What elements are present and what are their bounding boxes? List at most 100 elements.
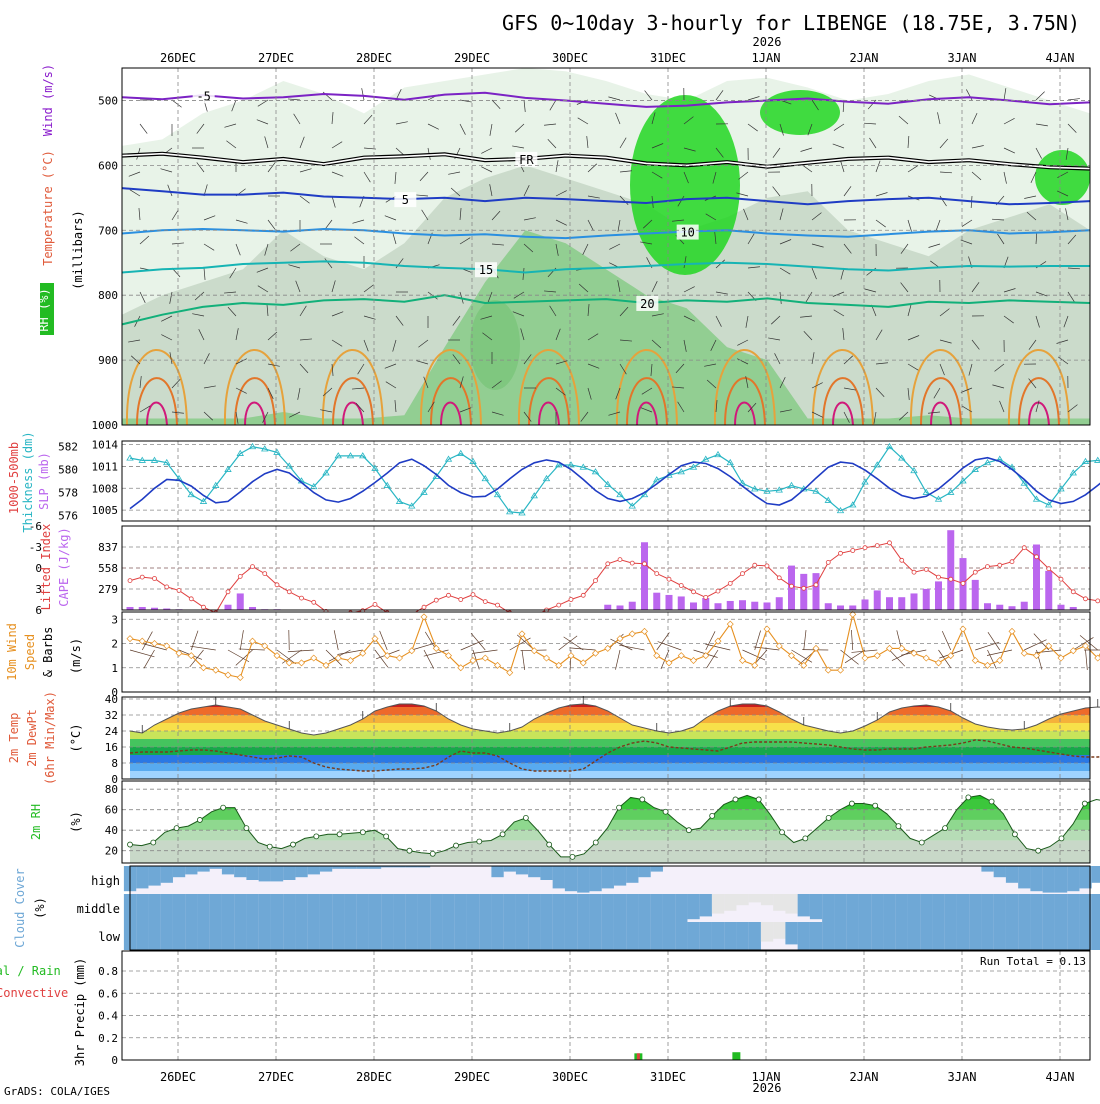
rh-point [128,842,133,847]
cloud-axis-label: Cloud Cover [13,868,27,947]
day-label-bottom: 29DEC [454,1070,490,1084]
cloud-cover-cell [148,922,160,950]
cape-bar [764,602,771,610]
cloud-cover-cell [553,922,565,950]
cloud-cover-cell [810,922,822,950]
cloud-cover-cell [565,894,577,922]
cloud-cover-cell [369,894,381,922]
cloud-cover-cell [1006,866,1018,883]
cape-bar [874,590,881,610]
lifted-index-point [202,605,206,609]
lifted-index-point [802,586,806,590]
cloud-cover-cell [1055,894,1067,922]
cloud-cover-cell [981,866,993,872]
cloud-cover-cell [1018,866,1030,888]
thickness-panel-bg [122,441,1090,521]
precip-total-label: Total / Rain [0,964,61,978]
cloud-cover-cell [773,922,785,939]
rh-point [151,840,156,845]
cloud-cover-cell [1067,866,1079,891]
cloud-cover-cell [945,894,957,922]
thickness-axis-label-2: Thickness (dm) [21,431,35,532]
cloud-cover-cell [687,922,699,950]
day-label-top: 3JAN [948,51,977,65]
cape-bar [837,605,844,610]
cape-bar [984,603,991,610]
lifted-index-point [728,581,732,585]
wind-axis-label: Wind (m/s) [41,64,55,136]
lifted-index-point [900,558,904,562]
cloud-cover-cell [1092,866,1100,883]
cloud-cover-cell [749,922,761,950]
lifted-index-point [581,593,585,597]
lifted-index-point [434,598,438,602]
lifted-index-point [973,570,977,574]
rh-humid-patch [630,95,740,275]
cloud-cover-cell [479,894,491,922]
cloud-cover-cell [638,922,650,950]
cloud-cover-cell [295,894,307,922]
cloud-cover-cell [295,866,307,877]
rh-humid-patch [1035,150,1090,205]
lifted-index-point [1071,590,1075,594]
cloud-cover-cell [945,922,957,950]
lifted-index-point [998,563,1002,567]
cloud-cover-cell [344,922,356,950]
rh-tick: 60 [105,804,118,817]
lifted-index-point [471,593,475,597]
pressure-tick: 600 [98,159,118,172]
rh-point [640,797,645,802]
day-label-top: 26DEC [160,51,196,65]
lifted-index-point [263,572,267,576]
rh-humid-patch [470,300,520,390]
cloud-cover-cell [528,922,540,950]
cloud-cover-cell [430,894,442,922]
rh-point [384,834,389,839]
cloud-cover-cell [406,894,418,922]
cloud-cover-cell [749,894,761,902]
cape-bar [911,593,918,610]
cloud-cover-cell [651,866,663,872]
cloud-cover-cell [908,894,920,922]
cloud-cover-cell [332,894,344,922]
cloud-cover-cell [442,894,454,922]
lifted-index-point [594,579,598,583]
cloud-cover-cell [442,922,454,950]
cloud-cover-cell [516,866,528,874]
cloud-cover-cell [614,922,626,950]
cloud-cover-cell [308,922,320,950]
wind-axis-label: 10m Wind [5,623,19,681]
lifted-index-point [1022,546,1026,550]
cloud-cover-cell [393,922,405,950]
precip-axis-label: 3hr Precip (mm) [73,958,87,1066]
cloud-cover-cell [773,894,785,911]
cloud-cover-cell [271,866,283,881]
cloud-cover-cell [859,894,871,922]
cloud-cover-cell [222,866,234,874]
day-label-top: 2JAN [850,51,879,65]
cloud-cover-cell [136,866,148,888]
cloud-cover-cell [920,894,932,922]
lifted-index-point [606,562,610,566]
cloud-cover-cell [577,866,589,893]
day-label-bottom: 27DEC [258,1070,294,1084]
cloud-cover-cell [638,894,650,922]
cloud-cover-cell [896,894,908,922]
rh-point [360,830,365,835]
cape-bar [653,593,660,610]
temp-contour-label: 5 [402,193,409,207]
temp-contour-label: 10 [680,226,694,240]
cloud-cover-cell [259,866,271,881]
precip-convective-label: Convective [0,986,68,1000]
cloud-cover-cell [565,866,577,891]
lifted-index-point [863,546,867,550]
wind-units-label: (m/s) [69,638,83,674]
rh-point [989,799,994,804]
cape-bar [715,603,722,610]
cloud-cover-cell [271,922,283,950]
cloud-cover-cell [1018,894,1030,922]
cloud-cover-cell [1030,866,1042,891]
cloud-cover-cell [822,894,834,922]
cloud-cover-cell [822,922,834,950]
